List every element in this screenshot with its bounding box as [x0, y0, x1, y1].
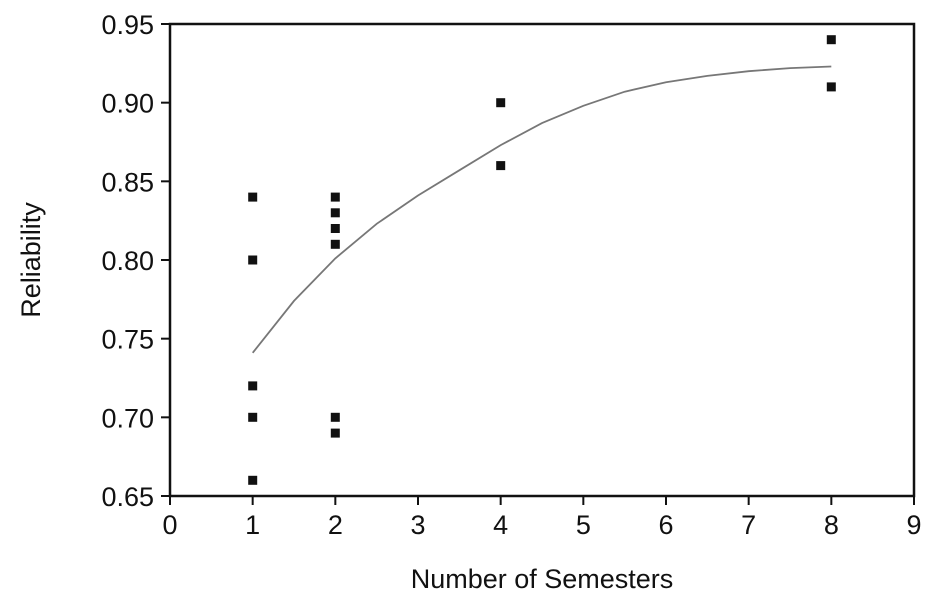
data-point — [248, 475, 258, 485]
data-points — [248, 35, 836, 485]
y-axis-ticks: 0.65 0.70 0.75 0.80 0.85 0.90 0.95 — [101, 10, 170, 512]
x-tick-label: 8 — [824, 510, 839, 540]
y-tick-label: 0.65 — [101, 482, 154, 512]
data-point — [826, 35, 836, 45]
x-tick-label: 3 — [410, 510, 425, 540]
y-tick-label: 0.90 — [101, 89, 154, 119]
data-point — [248, 255, 258, 265]
data-point — [330, 192, 340, 202]
x-tick-label: 2 — [328, 510, 343, 540]
y-tick-label: 0.85 — [101, 167, 154, 197]
data-point — [330, 208, 340, 218]
y-tick-label: 0.80 — [101, 246, 154, 276]
data-point — [248, 192, 258, 202]
x-axis-label: Number of Semesters — [411, 564, 674, 594]
x-tick-label: 6 — [658, 510, 673, 540]
data-point — [330, 428, 340, 438]
x-tick-label: 0 — [162, 510, 177, 540]
data-point — [330, 224, 340, 233]
plot-frame — [168, 22, 916, 498]
data-point — [330, 239, 340, 249]
y-tick-label: 0.75 — [101, 325, 154, 355]
y-tick-label: 0.95 — [101, 10, 154, 40]
data-point — [248, 381, 258, 391]
data-point — [496, 161, 506, 171]
x-tick-label: 9 — [906, 510, 921, 540]
y-axis-label: Reliability — [16, 202, 46, 318]
data-point — [496, 98, 506, 108]
x-tick-label: 7 — [741, 510, 756, 540]
x-tick-label: 1 — [245, 510, 260, 540]
x-tick-label: 4 — [493, 510, 508, 540]
data-point — [330, 412, 340, 422]
y-tick-label: 0.70 — [101, 403, 154, 433]
x-tick-label: 5 — [576, 510, 591, 540]
x-axis-ticks: 0 1 2 3 4 5 6 7 8 9 — [162, 496, 922, 540]
fit-curve — [251, 65, 832, 354]
data-point — [248, 412, 258, 422]
data-point — [826, 82, 836, 92]
